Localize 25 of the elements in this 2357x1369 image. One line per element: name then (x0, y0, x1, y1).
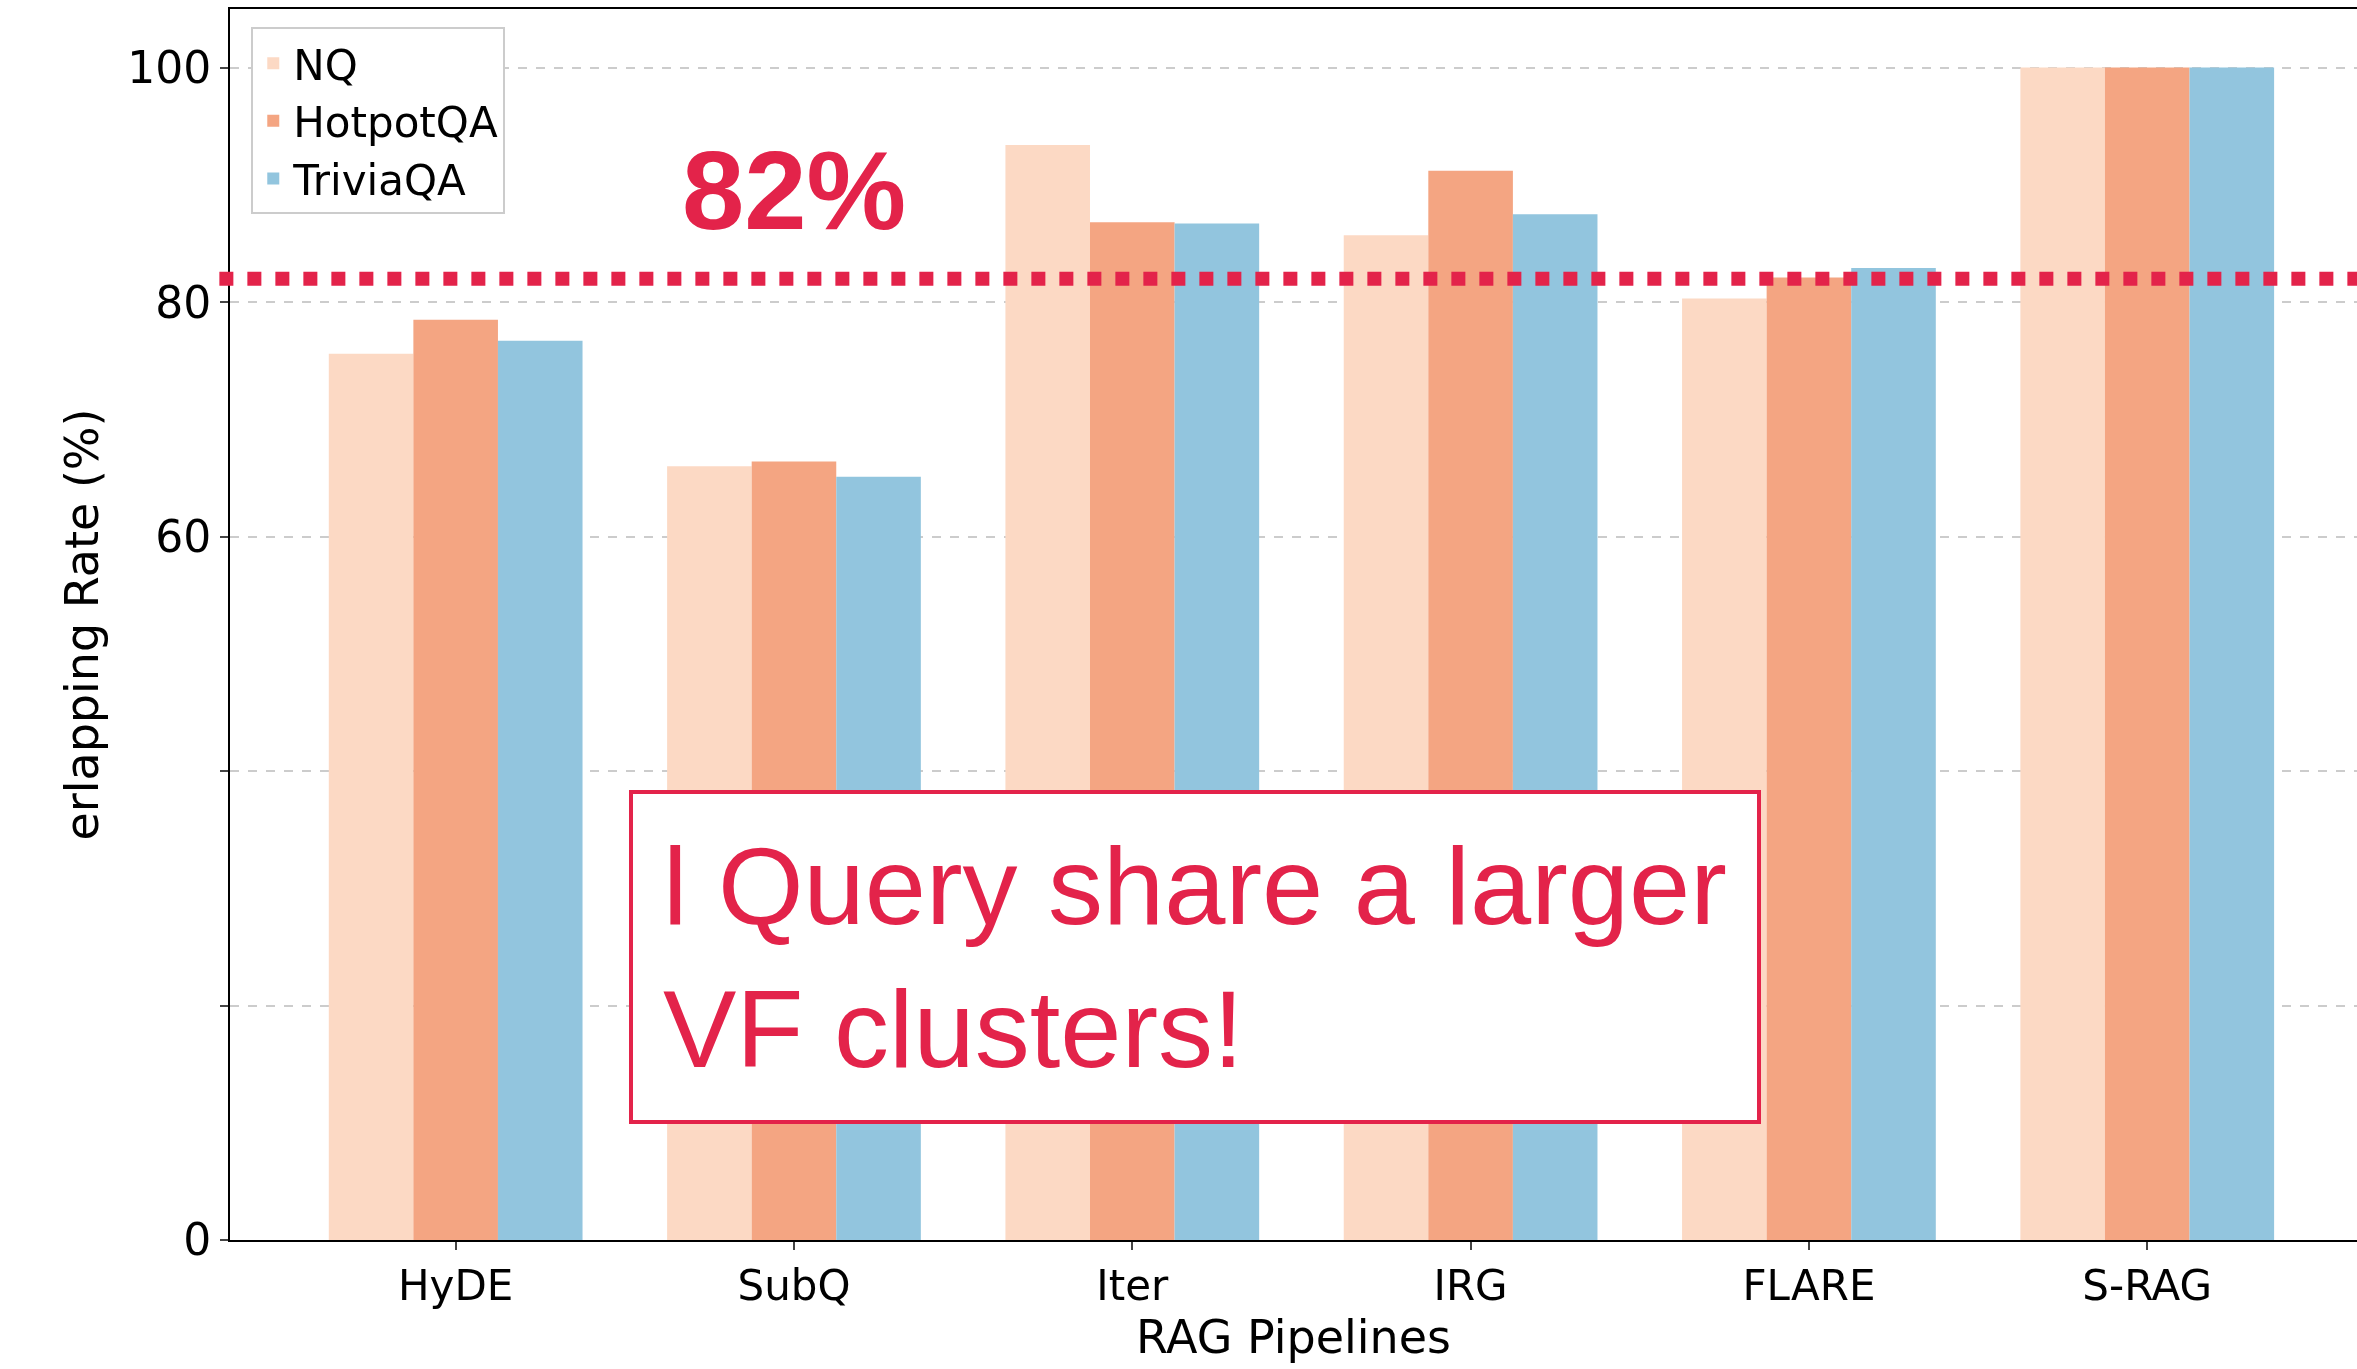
bar (2020, 67, 2105, 1240)
legend-label: NQ (293, 40, 358, 90)
legend-label: TriviaQA (292, 155, 467, 205)
bar (1851, 268, 1936, 1240)
bar (1766, 277, 1852, 1240)
bar (2189, 67, 2275, 1240)
x-axis-title: RAG Pipelines (1135, 1310, 1452, 1365)
y-tick-label: 80 (155, 276, 212, 328)
x-tick-label: IRG (1433, 1261, 1508, 1311)
y-tick-label: 60 (155, 510, 212, 562)
ref-line-label: 82% (682, 128, 907, 253)
y-tick-label: 100 (127, 42, 212, 94)
x-tick-label: FLARE (1742, 1261, 1876, 1311)
annotation: l Query share a larger VF clusters! (663, 824, 1727, 1090)
y-tick-label: 0 (183, 1214, 212, 1266)
y-axis-title: erlapping Rate (%) (55, 408, 110, 841)
legend-label: HotpotQA (293, 98, 498, 148)
x-tick-label: S-RAG (2082, 1261, 2213, 1311)
x-tick-label: Iter (1096, 1261, 1169, 1311)
bar (328, 353, 414, 1240)
x-tick-label: SubQ (737, 1261, 851, 1311)
bar (497, 340, 583, 1240)
x-tick-label: HyDE (398, 1261, 514, 1311)
bar (2104, 67, 2190, 1240)
bar (413, 319, 498, 1240)
